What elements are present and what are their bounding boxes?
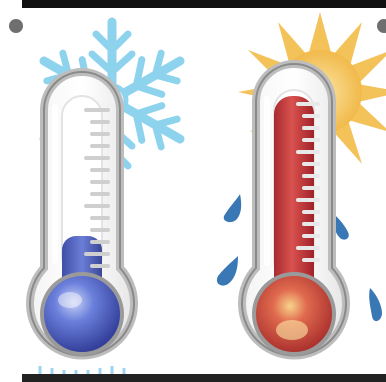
- water-droplet-icon: [216, 194, 382, 322]
- cold-thermometer: [26, 68, 138, 360]
- top-bar: [22, 0, 386, 8]
- bottom-bar: [22, 374, 386, 382]
- hot-thermometer: [238, 60, 350, 360]
- cold-scale-ticks: [84, 108, 110, 268]
- cold-thermometer-bulb: [40, 272, 124, 356]
- right-edge-dot: [377, 19, 386, 33]
- hot-thermometer-bulb: [252, 272, 336, 356]
- hot-scale-ticks: [296, 102, 320, 262]
- left-edge-dot: [9, 19, 23, 33]
